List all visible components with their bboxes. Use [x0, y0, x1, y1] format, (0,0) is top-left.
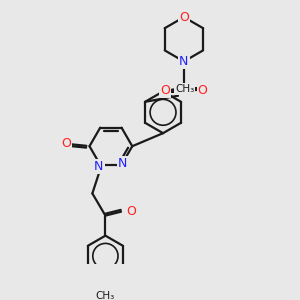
Text: O: O [198, 84, 208, 97]
Text: N: N [118, 157, 128, 170]
Text: O: O [160, 84, 170, 97]
Text: N: N [94, 160, 104, 172]
Text: O: O [61, 137, 71, 150]
Text: CH₃: CH₃ [175, 84, 194, 94]
Text: O: O [179, 11, 189, 24]
Text: S: S [180, 84, 188, 97]
Text: N: N [179, 55, 189, 68]
Text: CH₃: CH₃ [96, 291, 115, 300]
Text: O: O [126, 205, 136, 218]
